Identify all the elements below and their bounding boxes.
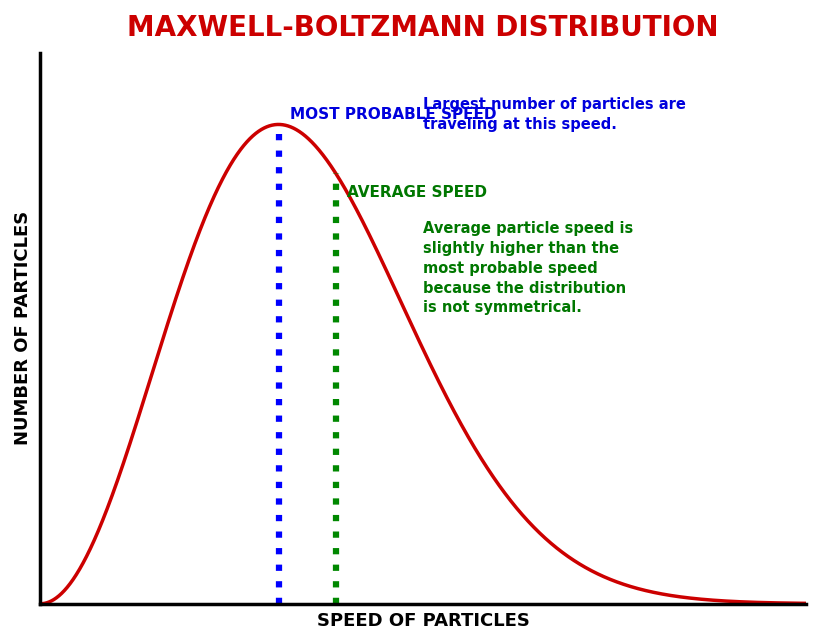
Text: Average particle speed is
slightly higher than the
most probable speed
because t: Average particle speed is slightly highe… — [423, 221, 632, 316]
Text: AVERAGE SPEED: AVERAGE SPEED — [346, 185, 486, 200]
Text: Largest number of particles are
traveling at this speed.: Largest number of particles are travelin… — [423, 97, 686, 132]
Title: MAXWELL-BOLTZMANN DISTRIBUTION: MAXWELL-BOLTZMANN DISTRIBUTION — [127, 14, 718, 42]
X-axis label: SPEED OF PARTICLES: SPEED OF PARTICLES — [316, 612, 529, 630]
Text: MOST PROBABLE SPEED: MOST PROBABLE SPEED — [290, 108, 495, 122]
Y-axis label: NUMBER OF PARTICLES: NUMBER OF PARTICLES — [14, 211, 32, 445]
